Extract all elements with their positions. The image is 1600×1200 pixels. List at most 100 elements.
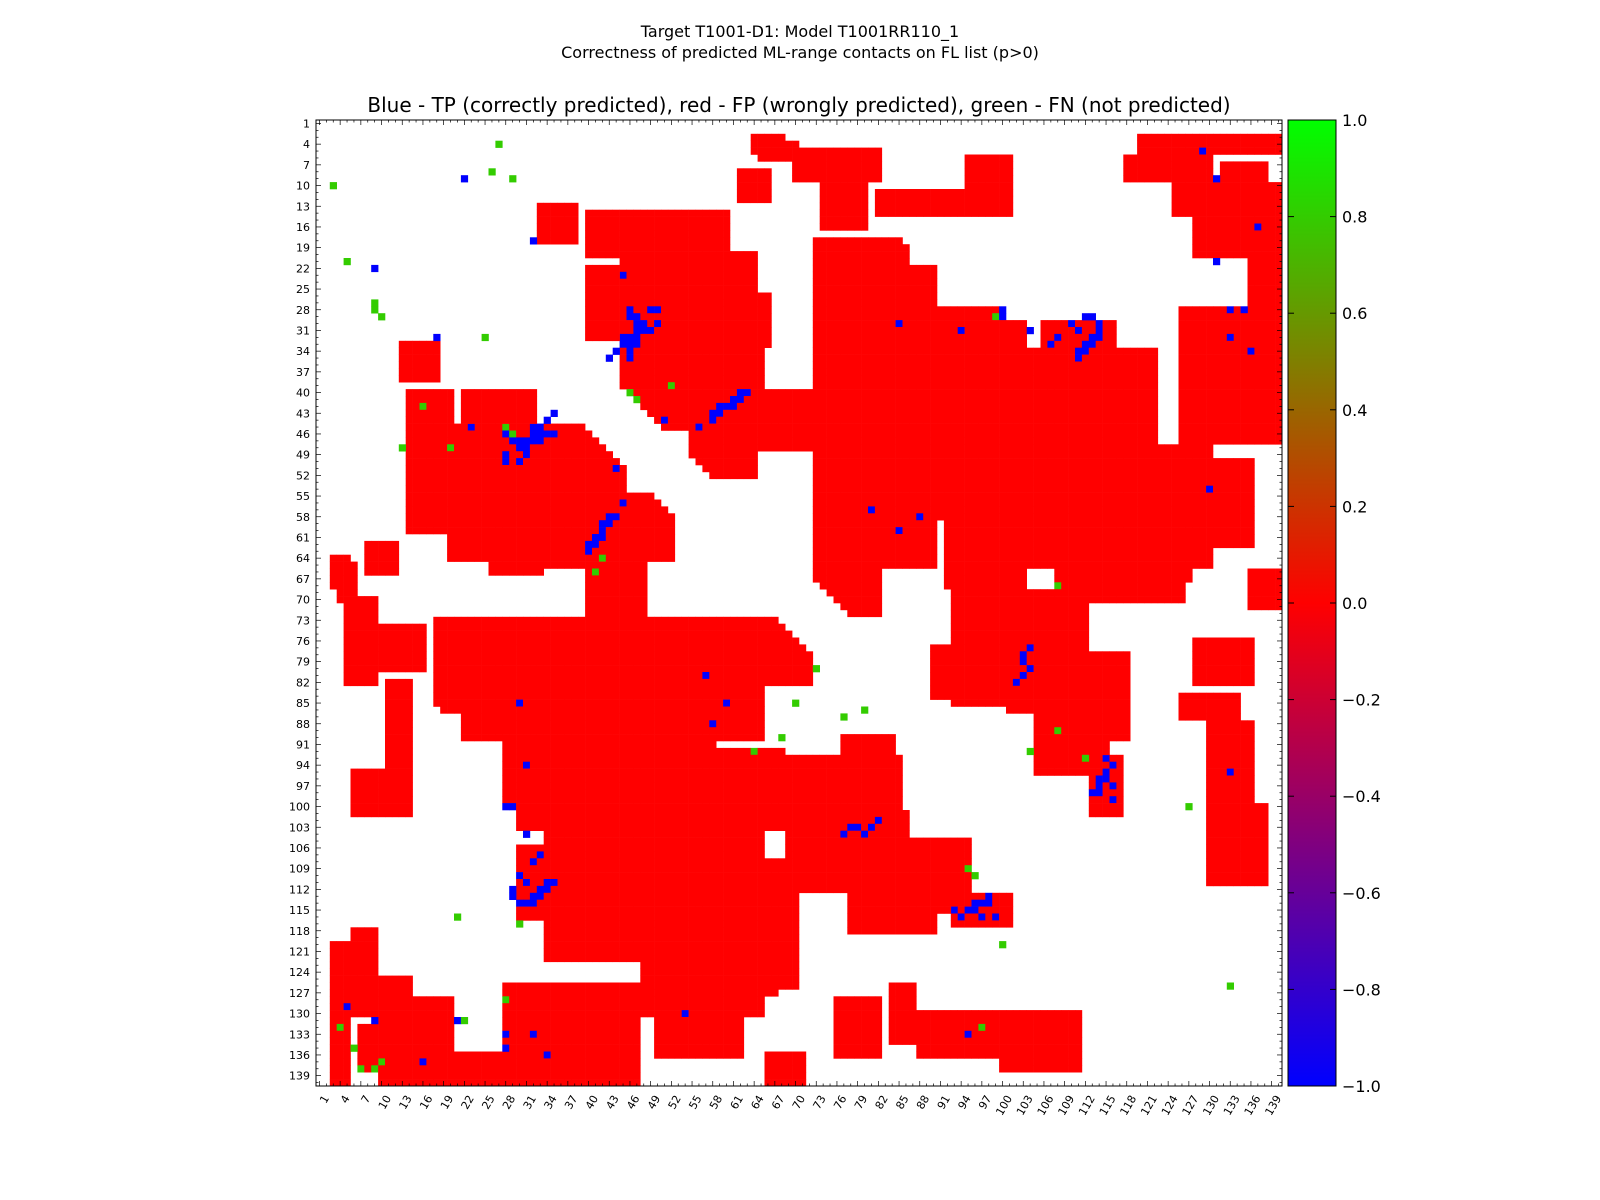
cell-fp	[799, 409, 807, 417]
cell-fp	[695, 451, 703, 459]
cell-fp	[633, 285, 641, 293]
cell-fp	[578, 920, 586, 928]
cell-fp	[1123, 492, 1131, 500]
cell-fp	[812, 527, 820, 535]
cell-fp	[612, 630, 620, 638]
cell-fp	[826, 451, 834, 459]
cell-fp	[626, 913, 634, 921]
cell-fp	[1206, 202, 1214, 210]
cell-fp	[1157, 451, 1165, 459]
cell-fp	[557, 954, 565, 963]
cell-fp	[667, 927, 676, 935]
cell-fp	[467, 492, 475, 500]
cell-fp	[488, 568, 496, 576]
cell-fp	[750, 140, 758, 148]
cell-fp	[516, 865, 524, 873]
cell-fp	[923, 347, 931, 355]
cell-fp	[592, 816, 600, 825]
cell-fp	[1268, 223, 1276, 231]
cell-fp	[812, 147, 820, 155]
cell-fp	[426, 1051, 434, 1059]
cell-fp	[895, 189, 903, 197]
cell-fp	[578, 906, 586, 914]
cell-fp	[460, 451, 469, 459]
cell-fp	[812, 168, 820, 176]
cell-fp	[1275, 251, 1283, 259]
cell-fp	[1199, 527, 1207, 535]
cell-fp	[1144, 133, 1152, 141]
cell-fp	[1102, 520, 1110, 528]
cell-fp	[598, 816, 607, 825]
cell-tp	[957, 327, 965, 335]
cell-fp	[474, 1079, 482, 1087]
cell-fp	[598, 278, 607, 286]
cell-fp	[633, 389, 641, 397]
cell-fp	[564, 927, 572, 935]
cell-fp	[750, 133, 758, 141]
cell-fp	[1261, 292, 1269, 300]
cell-fp	[474, 1065, 482, 1073]
cell-fp	[364, 789, 372, 797]
cell-fp	[564, 899, 572, 907]
cell-fp	[1171, 140, 1179, 148]
cell-fp	[440, 492, 448, 500]
cell-fp	[364, 658, 372, 666]
cell-fp	[474, 692, 482, 700]
cell-fp	[757, 396, 765, 404]
cell-fp	[661, 368, 669, 376]
cell-fp	[564, 761, 572, 769]
cell-fp	[557, 465, 565, 473]
cell-fp	[723, 975, 731, 983]
cell-fp	[750, 1010, 758, 1018]
cell-fp	[723, 299, 731, 307]
cell-fp	[1116, 368, 1124, 376]
cell-fp	[633, 209, 641, 217]
cell-fp	[1268, 140, 1276, 148]
cell-fp	[1157, 133, 1165, 141]
cell-fp	[743, 361, 751, 369]
cell-fp	[612, 616, 620, 624]
cell-fp	[1137, 478, 1145, 486]
cell-fp	[371, 1051, 379, 1059]
cell-fp	[647, 285, 655, 293]
cell-fp	[405, 630, 413, 638]
cell-fp	[723, 430, 731, 438]
cell-fp	[819, 527, 827, 535]
cell-fp	[592, 244, 600, 252]
cell-fp	[564, 720, 572, 728]
cell-fp	[730, 340, 738, 348]
cell-fp	[529, 527, 538, 535]
cell-fp	[1178, 492, 1186, 500]
cell-fp	[1185, 527, 1193, 535]
cell-fp	[550, 451, 558, 459]
cell-fp	[943, 189, 952, 197]
cell-fp	[1144, 175, 1152, 183]
cell-fp	[495, 465, 503, 473]
cell-fp	[674, 954, 682, 963]
cell-fp	[633, 568, 641, 576]
cell-fp	[695, 340, 703, 348]
cell-fp	[605, 885, 613, 894]
cell-fp	[1019, 354, 1027, 362]
cell-fp	[723, 913, 731, 921]
cell-fp	[826, 306, 834, 314]
cell-fp	[412, 1072, 420, 1080]
cell-fp	[661, 954, 669, 963]
cell-fp	[592, 492, 600, 500]
cell-fp	[405, 471, 413, 480]
cell-fp	[350, 568, 358, 576]
cell-fp	[585, 768, 593, 776]
cell-fp	[454, 692, 462, 700]
cell-fp	[654, 209, 662, 217]
cell-fp	[336, 1010, 344, 1018]
cell-fp	[385, 734, 393, 742]
cell-fp	[523, 713, 531, 721]
cell-fp	[447, 465, 455, 473]
cell-fp	[357, 775, 365, 783]
cell-fp	[474, 458, 482, 466]
cell-fp	[571, 444, 579, 452]
cell-fp	[605, 616, 613, 624]
cell-fp	[529, 478, 538, 486]
cell-fp	[564, 444, 572, 452]
cell-fp	[385, 775, 393, 783]
